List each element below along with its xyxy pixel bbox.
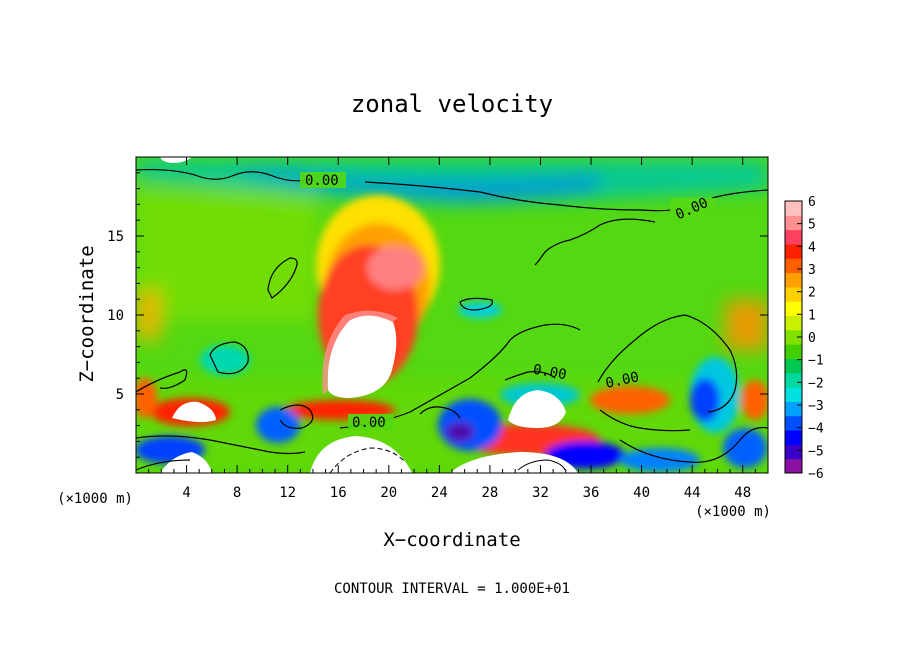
x-axis-ticks: 4 8 12 16 20 24 28 32 36 40 44 48 <box>148 157 756 501</box>
y-tick-label: 10 <box>107 308 124 324</box>
colorbar-swatch <box>785 215 802 231</box>
contour-label: 0.00 <box>532 362 568 384</box>
contour-label: 0.00 <box>352 415 386 431</box>
y-axis-label: Z−coordinate <box>76 245 98 382</box>
x-tick-label: 4 <box>182 485 190 501</box>
x-tick-label: 44 <box>684 485 701 501</box>
colorbar-swatch <box>785 201 802 216</box>
y-axis-ticks: 5 10 15 <box>107 172 768 458</box>
contour-labels: 0.00 0.00 0.00 0.00 0.00 <box>300 172 716 431</box>
contour-interval-note: CONTOUR INTERVAL = 1.000E+01 <box>334 581 570 597</box>
colorbar-swatch <box>785 272 802 288</box>
colorbar: 6 5 4 3 2 1 0 −1 −2 −3 −4 −5 −6 <box>784 195 824 482</box>
colorbar-tick-label: −4 <box>808 422 824 437</box>
x-tick-label: 16 <box>330 485 347 501</box>
colorbar-tick-label: 4 <box>808 240 816 255</box>
colorbar-swatch <box>785 401 802 417</box>
colorbar-swatch <box>785 329 802 345</box>
x-axis-label: X−coordinate <box>383 529 520 551</box>
colorbar-tick-label: 3 <box>808 263 816 278</box>
colorbar-swatch <box>785 458 802 474</box>
colorbar-swatch <box>785 372 802 388</box>
heatmap-field <box>136 157 768 473</box>
x-tick-label: 36 <box>583 485 600 501</box>
colorbar-swatch <box>785 415 802 431</box>
y-tick-label: 15 <box>107 229 124 245</box>
colorbar-swatch <box>785 344 802 359</box>
x-tick-label: 28 <box>481 485 498 501</box>
x-tick-label: 8 <box>233 485 241 501</box>
colorbar-swatch <box>785 243 802 259</box>
colorbar-swatch <box>785 387 802 402</box>
colorbar-tick-label: −3 <box>808 399 824 414</box>
colorbar-tick-label: 5 <box>808 218 816 233</box>
chart-title: zonal velocity <box>351 90 553 118</box>
x-tick-label: 40 <box>633 485 650 501</box>
colorbar-tick-label: −2 <box>808 376 824 391</box>
x-tick-label: 12 <box>279 485 296 501</box>
colorbar-swatch <box>785 286 802 302</box>
y-tick-label: 5 <box>116 387 124 403</box>
colorbar-tick-label: 2 <box>808 286 816 301</box>
colorbar-swatch <box>785 358 802 374</box>
colorbar-swatch <box>785 258 802 274</box>
x-unit-right: (×1000 m) <box>695 504 771 520</box>
x-tick-label: 32 <box>532 485 549 501</box>
colorbar-swatch <box>785 444 802 460</box>
colorbar-swatch <box>785 229 802 245</box>
colorbar-tick-label: 1 <box>808 308 816 323</box>
contour-label: 0.00 <box>604 369 640 392</box>
colorbar-swatch <box>785 430 802 445</box>
colorbar-tick-label: 6 <box>808 195 816 210</box>
colorbar-swatch <box>785 315 802 331</box>
x-tick-label: 24 <box>431 485 448 501</box>
x-tick-label: 20 <box>380 485 397 501</box>
colorbar-tick-label: −5 <box>808 444 824 459</box>
colorbar-tick-label: −6 <box>808 467 824 482</box>
colorbar-tick-label: 0 <box>808 331 816 346</box>
x-tick-label: 48 <box>734 485 751 501</box>
colorbar-tick-label: −1 <box>808 354 824 369</box>
colorbar-swatch <box>785 301 802 317</box>
x-unit-left: (×1000 m) <box>57 491 133 507</box>
contour-label: 0.00 <box>305 173 339 189</box>
